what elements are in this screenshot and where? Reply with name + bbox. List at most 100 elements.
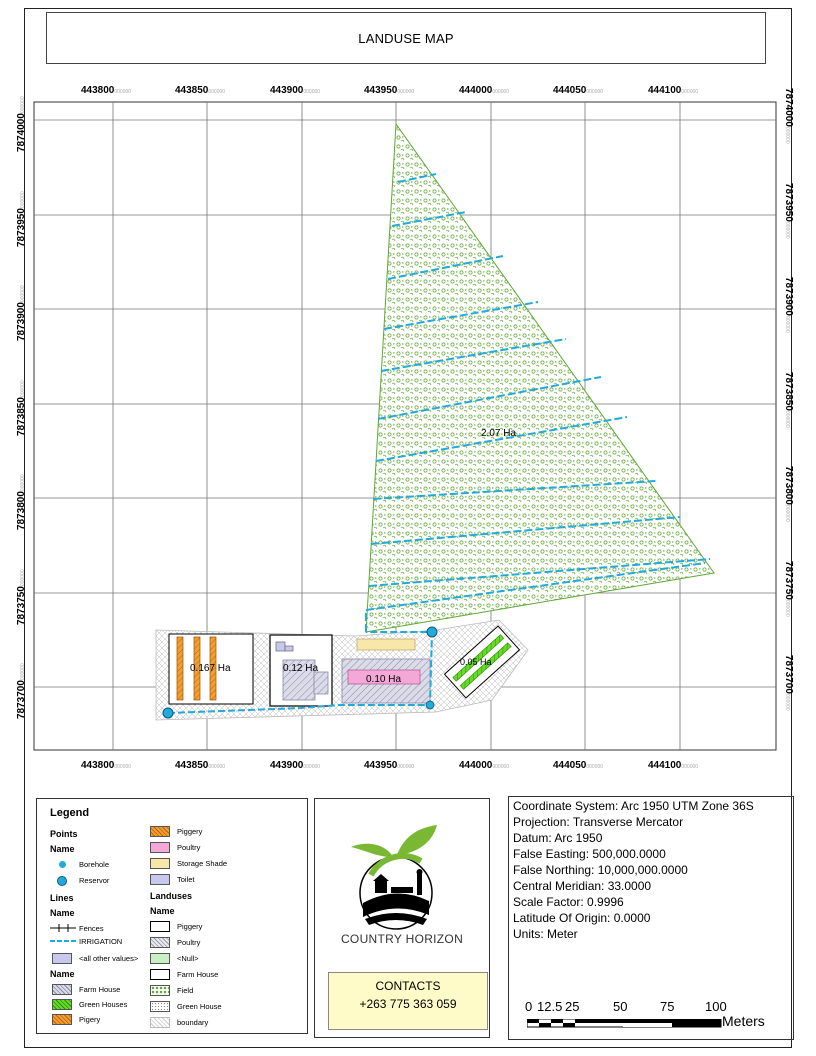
grid-label-top-444050: 444050000000 bbox=[553, 85, 603, 96]
scale-label-75: 75 bbox=[660, 999, 675, 1014]
piggery-pen-2 bbox=[193, 636, 201, 701]
legend-green-houses-swatch bbox=[52, 999, 72, 1010]
legend-landuses-head: Landuses bbox=[150, 891, 193, 901]
grid-label-left-7873900: 7873900000000 bbox=[16, 285, 27, 341]
legend-irrigation: IRRIGATION bbox=[79, 937, 123, 946]
coord-false-easting: False Easting: 500,000.0000 bbox=[513, 847, 666, 861]
poultry-building bbox=[347, 669, 421, 685]
legend-lu-piggery-swatch bbox=[150, 921, 170, 932]
toilet-building bbox=[275, 641, 286, 652]
grid-label-bottom-444050: 444050000000 bbox=[553, 760, 603, 771]
coord-false-northing: False Northing: 10,000,000.0000 bbox=[513, 863, 688, 877]
scale-label-50: 50 bbox=[613, 999, 628, 1014]
poultry-area-label: 0.10 Ha bbox=[366, 674, 401, 685]
legend-lu-poultry-swatch bbox=[150, 937, 170, 948]
field-area-label: 2.07 Ha bbox=[481, 428, 516, 439]
scale-label-100: 100 bbox=[705, 999, 727, 1014]
legend-lu-boundary: boundary bbox=[177, 1018, 209, 1027]
scale-label-25: 25 bbox=[565, 999, 580, 1014]
map-sheet bbox=[24, 8, 792, 1048]
storage-shade bbox=[356, 638, 416, 651]
legend-poultry-swatch bbox=[150, 842, 170, 853]
legend-lu-farm-house-swatch bbox=[150, 969, 170, 980]
grid-label-bottom-443850: 443850000000 bbox=[175, 760, 225, 771]
piggery-pen-3 bbox=[209, 636, 217, 701]
piggery-pen-1 bbox=[176, 636, 184, 701]
legend-points-head: Points bbox=[50, 829, 78, 839]
legend-storage-shade: Storage Shade bbox=[177, 859, 228, 868]
grid-label-bottom-443800: 443800000000 bbox=[81, 760, 131, 771]
legend-poultry: Poultry bbox=[177, 843, 201, 852]
grid-label-right-7873850: 7873850000000 bbox=[783, 372, 794, 428]
legend-borehole-symbol bbox=[59, 861, 66, 868]
contacts-phone: +263 775 363 059 bbox=[359, 997, 457, 1011]
legend-landuses-name: Name bbox=[150, 906, 175, 916]
logo-box bbox=[314, 798, 490, 1038]
reservor-point bbox=[162, 707, 174, 719]
legend-storage-swatch bbox=[150, 858, 170, 869]
greenhouse-1 bbox=[452, 634, 505, 682]
legend-title: Legend bbox=[50, 807, 90, 819]
coord-scale-factor: Scale Factor: 0.9996 bbox=[513, 895, 624, 909]
greenhouse-lot bbox=[443, 625, 521, 699]
scale-unit: Meters bbox=[722, 1013, 765, 1029]
legend-toilet: Toilet bbox=[177, 875, 195, 884]
grid-label-top-444000: 444000000000 bbox=[459, 85, 509, 96]
farmhouse-building bbox=[282, 659, 316, 701]
grid-label-right-7873800: 7873800000000 bbox=[783, 466, 794, 522]
grid-label-top-444100: 444100000000 bbox=[648, 85, 698, 96]
legend-borehole: Borehole bbox=[79, 860, 110, 869]
legend-poly-name: Name bbox=[50, 969, 75, 979]
legend-lines-name: Name bbox=[50, 908, 75, 918]
grid-label-left-7873700: 7873700000000 bbox=[16, 663, 27, 719]
legend-irrigation-symbol bbox=[50, 940, 76, 942]
grid-label-left-7873750: 7873750000000 bbox=[16, 569, 27, 625]
legend-points-name: Name bbox=[50, 844, 75, 854]
legend-piggery-swatch bbox=[150, 826, 170, 837]
grid-label-left-7873800: 7873800000000 bbox=[16, 474, 27, 530]
grid-label-left-7873850: 7873850000000 bbox=[16, 380, 27, 436]
grid-label-right-7873900: 7873900000000 bbox=[783, 277, 794, 333]
company-name: COUNTRY HORIZON bbox=[340, 932, 464, 946]
grid-label-right-7873750: 7873750000000 bbox=[783, 561, 794, 617]
legend-lu-green-house: Green House bbox=[177, 1002, 222, 1011]
greenhouse-2 bbox=[459, 642, 512, 690]
legend-reservor-symbol bbox=[57, 876, 67, 886]
legend-box: Legend Points Name Borehole Reservor Lin… bbox=[36, 798, 308, 1034]
map-title-box: LANDUSE MAP bbox=[46, 12, 766, 64]
legend-lu-poultry: Poultry bbox=[177, 938, 201, 947]
grid-label-left-7873950: 7873950000000 bbox=[16, 191, 27, 247]
grid-label-top-443900: 443900000000 bbox=[270, 85, 320, 96]
legend-lu-farm-house: Farm House bbox=[177, 970, 219, 979]
legend-all-other: <all other values> bbox=[79, 954, 139, 963]
legend-lu-boundary-swatch bbox=[150, 1017, 170, 1028]
legend-fence-symbol bbox=[50, 924, 76, 932]
grid-label-bottom-444100: 444100000000 bbox=[648, 760, 698, 771]
legend-pigery-swatch bbox=[52, 1014, 72, 1025]
coord-units: Units: Meter bbox=[513, 927, 578, 941]
grid-labels-bottom: 443800000000 443850000000 443900000000 4439… bbox=[81, 760, 698, 771]
grid-label-bottom-443900: 443900000000 bbox=[270, 760, 320, 771]
legend-toilet-swatch bbox=[150, 874, 170, 885]
grid-label-right-7873950: 7873950000000 bbox=[783, 183, 794, 239]
legend-fences: Fences bbox=[79, 924, 104, 933]
borehole-point bbox=[425, 700, 435, 710]
greenhouse-area-label: 0.05 Ha bbox=[460, 657, 492, 667]
grid-label-bottom-443950: 443950000000 bbox=[364, 760, 414, 771]
toilet-annex bbox=[284, 645, 294, 652]
irrigation-main bbox=[167, 631, 434, 714]
coord-projection: Projection: Transverse Mercator bbox=[513, 815, 684, 829]
reservor-point-2 bbox=[426, 626, 438, 638]
legend-farm-house-swatch bbox=[52, 984, 72, 995]
country-horizon-logo bbox=[351, 825, 437, 930]
grid-label-top-443800: 443800000000 bbox=[81, 85, 131, 96]
contacts-box: CONTACTS +263 775 363 059 bbox=[328, 972, 488, 1030]
grid-labels-left: 7874000000000 7873950000000 7873900000000 7… bbox=[16, 96, 27, 719]
map-frame: 2.07 Ha 0.167 Ha 0.12 Ha 0.10 Ha 0.05 Ha… bbox=[16, 85, 794, 771]
grid-label-right-7873700: 7873700000000 bbox=[783, 655, 794, 711]
piggery-area-label: 0.167 Ha bbox=[190, 663, 231, 674]
farmhouse-area-label: 0.12 Ha bbox=[283, 663, 318, 674]
coord-central-meridian: Central Meridian: 33.0000 bbox=[513, 879, 652, 893]
legend-green-houses: Green Houses bbox=[79, 1000, 128, 1009]
scale-bar bbox=[527, 1019, 722, 1028]
